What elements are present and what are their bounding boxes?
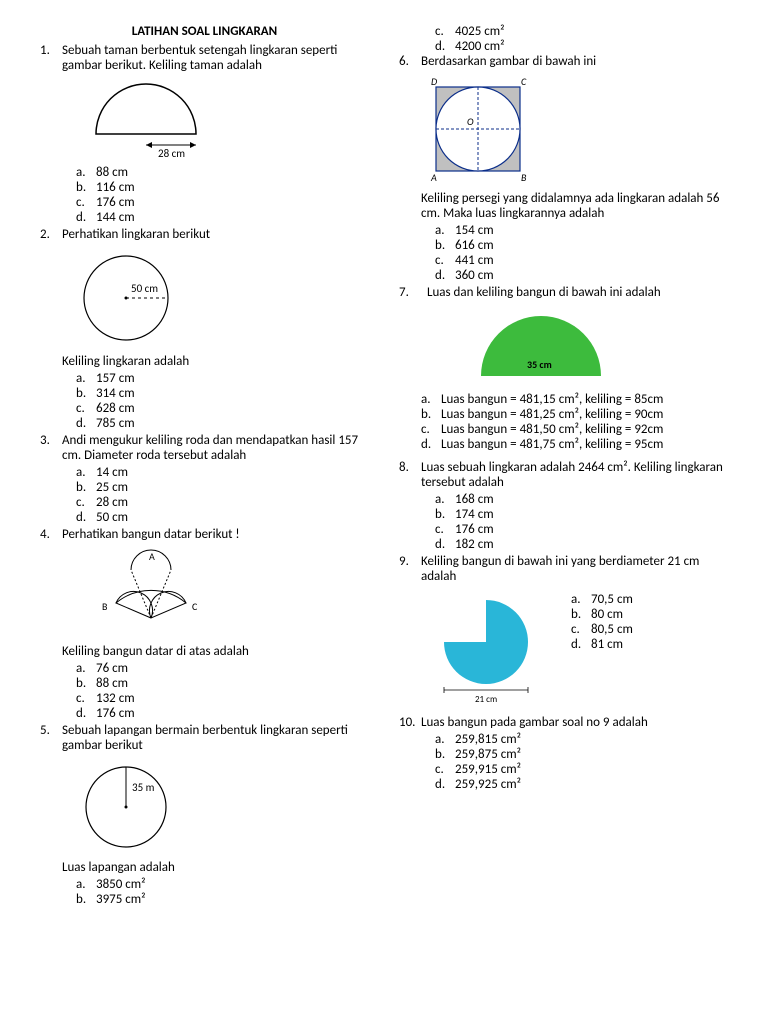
question-4: 4. Perhatikan bangun datar berikut ! A B… [40, 527, 369, 721]
q1-opt-a: a.88 cm [76, 165, 369, 180]
q3-opt-b: b.25 cm [76, 480, 369, 495]
q7-opt-b: b.Luas bangun = 481,25 cm², keliling = 9… [421, 407, 728, 422]
q9-opt-d: d.81 cm [571, 637, 633, 652]
svg-text:35 m: 35 m [132, 781, 155, 794]
q8-number: 8. [399, 460, 421, 552]
q5-text: Sebuah lapangan bermain berbentuk lingka… [62, 723, 369, 753]
q2-opt-a: a.157 cm [76, 371, 369, 386]
question-5: 5. Sebuah lapangan bermain berbentuk lin… [40, 723, 369, 907]
q1-opt-d: d.144 cm [76, 210, 369, 225]
q9-number: 9. [399, 554, 421, 713]
q8-opt-a: a.168 cm [435, 492, 728, 507]
svg-text:50 cm: 50 cm [131, 282, 158, 295]
svg-text:A: A [430, 171, 437, 184]
q2-opt-b: b.314 cm [76, 386, 369, 401]
question-1: 1. Sebuah taman berbentuk setengah lingk… [40, 43, 369, 225]
q8-text: Luas sebuah lingkaran adalah 2464 cm². K… [421, 460, 728, 490]
question-10: 10. Luas bangun pada gambar soal no 9 ad… [399, 715, 728, 792]
svg-text:C: C [192, 600, 198, 613]
svg-text:D: D [431, 75, 437, 88]
q6-sub: Keliling persegi yang didalamnya ada lin… [421, 191, 728, 221]
q5-opt-d: d.4200 cm² [435, 39, 728, 54]
q9-opt-c: c.80,5 cm [571, 622, 633, 637]
q7-opt-c: c.Luas bangun = 481,50 cm², keliling = 9… [421, 422, 728, 437]
q4-opt-c: c.132 cm [76, 691, 369, 706]
svg-text:O: O [467, 115, 474, 128]
q2-opt-c: c.628 cm [76, 401, 369, 416]
q1-opt-c: c.176 cm [76, 195, 369, 210]
question-6: 6. Berdasarkan gambar di bawah ini O D C… [399, 54, 728, 283]
q3-opt-c: c.28 cm [76, 495, 369, 510]
q10-number: 10. [399, 715, 421, 792]
q9-opt-b: b.80 cm [571, 607, 633, 622]
q6-number: 6. [399, 54, 421, 283]
q8-opt-d: d.182 cm [435, 537, 728, 552]
q9-text: Keliling bangun di bawah ini yang berdia… [421, 554, 728, 584]
svg-text:21 cm: 21 cm [475, 694, 497, 705]
q10-opt-d: d.259,925 cm² [435, 777, 728, 792]
right-column: c.4025 cm² d.4200 cm² 6. Berdasarkan gam… [399, 24, 728, 909]
q6-text: Berdasarkan gambar di bawah ini [421, 54, 728, 69]
question-3: 3. Andi mengukur keliling roda dan menda… [40, 433, 369, 525]
q6-opt-c: c.441 cm [435, 253, 728, 268]
q8-opt-c: c.176 cm [435, 522, 728, 537]
q4-sub: Keliling bangun datar di atas adalah [62, 644, 369, 659]
q1-text: Sebuah taman berbentuk setengah lingkara… [62, 43, 369, 73]
q4-opt-b: b.88 cm [76, 676, 369, 691]
svg-text:A: A [149, 550, 155, 563]
q6-opt-b: b.616 cm [435, 238, 728, 253]
q2-figure: 50 cm [76, 248, 369, 348]
q6-opt-a: a.154 cm [435, 223, 728, 238]
page-title: LATIHAN SOAL LINGKARAN [40, 24, 369, 39]
q6-figure: O D C A B [421, 75, 728, 185]
q2-sub: Keliling lingkaran adalah [62, 354, 369, 369]
q2-opt-d: d.785 cm [76, 416, 369, 431]
svg-text:B: B [102, 600, 108, 613]
q9-figure: 21 cm [421, 592, 551, 707]
q10-opt-c: c.259,915 cm² [435, 762, 728, 777]
q1-opt-b: b.116 cm [76, 180, 369, 195]
q7-opt-a: a.Luas bangun = 481,15 cm², keliling = 8… [421, 392, 728, 407]
q1-figure: 28 cm [76, 79, 369, 159]
q8-opt-b: b.174 cm [435, 507, 728, 522]
svg-text:28 cm: 28 cm [158, 147, 185, 159]
q6-opt-d: d.360 cm [435, 268, 728, 283]
question-8: 8. Luas sebuah lingkaran adalah 2464 cm²… [399, 460, 728, 552]
q9-opt-a: a.70,5 cm [571, 592, 633, 607]
question-9: 9. Keliling bangun di bawah ini yang ber… [399, 554, 728, 713]
q5-opt-a: a.3850 cm² [76, 877, 369, 892]
q5-opt-b: b.3975 cm² [76, 892, 369, 907]
q5-opt-c: c.4025 cm² [435, 24, 728, 39]
q7-number: 7. [399, 285, 421, 452]
q2-number: 2. [40, 227, 62, 431]
q7-figure: 35 cm [461, 306, 728, 386]
q5-sub: Luas lapangan adalah [62, 860, 369, 875]
q3-text: Andi mengukur keliling roda dan mendapat… [62, 433, 369, 463]
question-7: 7. Luas dan keliling bangun di bawah ini… [399, 285, 728, 452]
q10-text: Luas bangun pada gambar soal no 9 adalah [421, 715, 728, 730]
q3-number: 3. [40, 433, 62, 525]
q4-number: 4. [40, 527, 62, 721]
q3-opt-a: a.14 cm [76, 465, 369, 480]
left-column: LATIHAN SOAL LINGKARAN 1. Sebuah taman b… [40, 24, 369, 909]
q10-opt-b: b.259,875 cm² [435, 747, 728, 762]
question-2: 2. Perhatikan lingkaran berikut 50 cm Ke… [40, 227, 369, 431]
svg-text:B: B [521, 171, 527, 184]
svg-text:35 cm: 35 cm [527, 358, 552, 371]
q3-opt-d: d.50 cm [76, 510, 369, 525]
q7-text: Luas dan keliling bangun di bawah ini ad… [427, 285, 728, 300]
q4-figure: A B C [76, 548, 369, 638]
q1-number: 1. [40, 43, 62, 225]
q5-number: 5. [40, 723, 62, 907]
q4-opt-d: d.176 cm [76, 706, 369, 721]
q2-text: Perhatikan lingkaran berikut [62, 227, 369, 242]
q10-opt-a: a.259,815 cm² [435, 732, 728, 747]
svg-text:C: C [521, 75, 527, 88]
q7-opt-d: d.Luas bangun = 481,75 cm², keliling = 9… [421, 437, 728, 452]
q4-opt-a: a.76 cm [76, 661, 369, 676]
q4-text: Perhatikan bangun datar berikut ! [62, 527, 369, 542]
q5-figure: 35 m [76, 759, 369, 854]
